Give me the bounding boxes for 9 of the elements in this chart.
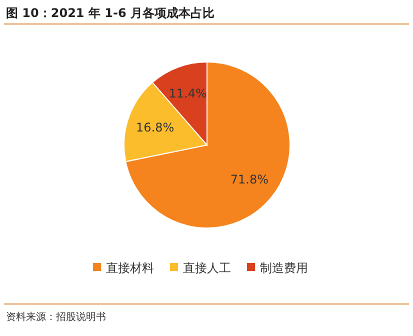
data-label: 11.4%	[168, 86, 207, 101]
pie-slice	[125, 62, 290, 228]
legend-label: 直接材料	[106, 261, 154, 275]
data-label: 16.8%	[136, 120, 174, 134]
chart-title: 图 10：2021 年 1-6 月各项成本占比	[6, 6, 214, 20]
legend-label: 制造费用	[260, 261, 308, 275]
legend-label: 直接人工	[183, 261, 231, 275]
data-label: 71.8%	[230, 172, 268, 187]
text: 资料来源：招股说明书	[6, 311, 106, 323]
